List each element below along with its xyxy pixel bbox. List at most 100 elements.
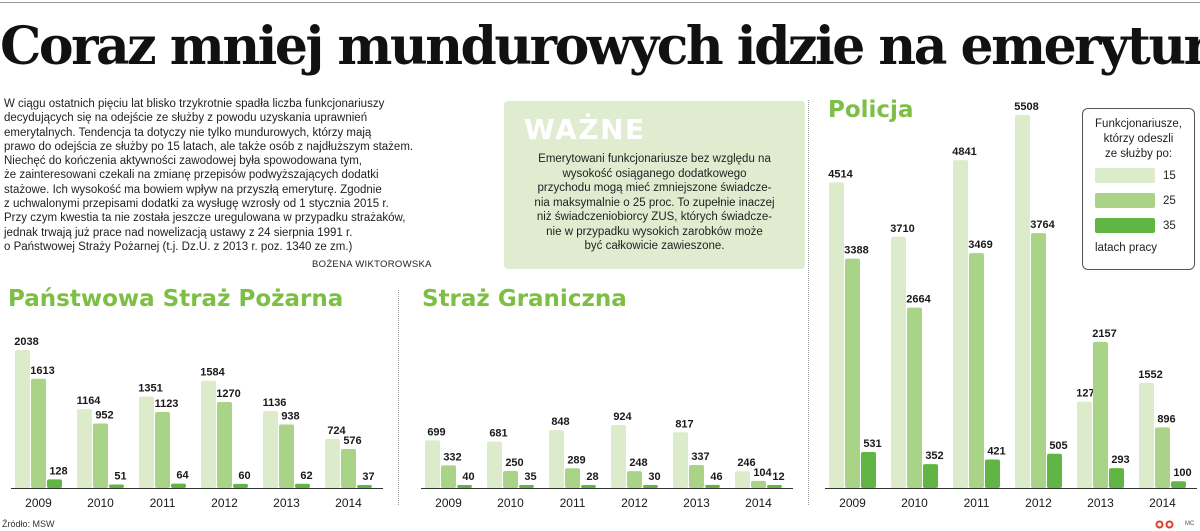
legend-title-line: którzy odeszli (1103, 133, 1174, 145)
bar-35-2012 (233, 483, 248, 488)
credit-initials: MC (1185, 521, 1195, 527)
lead-paragraph: W ciągu ostatnich pięciu lat blisko trzy… (4, 97, 444, 254)
x-tick-label: 2013 (273, 496, 300, 510)
bar-35-2011 (985, 459, 1000, 488)
bar-value-label: 2038 (14, 336, 38, 348)
bar-35-2013 (705, 484, 720, 488)
bar-value-label: 1136 (263, 397, 287, 409)
x-tick-label: 2010 (87, 496, 114, 510)
bar-25-2014 (751, 480, 766, 488)
bar-25-2013 (689, 465, 704, 488)
important-box-line: niż świadczeniobiorcy ZUS, których świad… (536, 211, 773, 223)
bar-35-2009 (457, 485, 472, 488)
x-tick-label: 2012 (621, 496, 648, 510)
bar-35-2013 (1109, 468, 1124, 488)
bar-15-2013 (673, 432, 688, 488)
legend-title-line: ze służby po: (1104, 148, 1173, 160)
bar-25-2009 (845, 258, 860, 488)
bar-35-2014 (767, 485, 782, 488)
bar-value-label: 1270 (216, 388, 240, 400)
bar-value-label: 3388 (844, 245, 868, 257)
bar-25-2012 (627, 471, 642, 488)
bar-value-label: 100 (1173, 467, 1191, 479)
legend-swatch-15 (1095, 168, 1155, 183)
bar-value-label: 938 (281, 410, 299, 422)
important-box-line: przychodu mogą mieć zmniejszone świadcze… (537, 182, 772, 194)
chart-title-sg: Straż Graniczna (422, 286, 627, 312)
bar-value-label: 896 (1157, 413, 1175, 425)
bar-value-label: 62 (300, 470, 312, 482)
source-note: Źródło: MSW (2, 519, 55, 529)
bar-value-label: 3469 (968, 239, 992, 251)
x-tick-label: 2014 (745, 496, 772, 510)
bar-15-2010 (487, 441, 502, 488)
x-tick-label: 2009 (839, 496, 866, 510)
bar-value-label: 3710 (890, 223, 914, 235)
bar-25-2012 (1031, 233, 1046, 488)
bar-value-label: 1351 (138, 383, 162, 395)
bar-35-2010 (923, 464, 938, 488)
x-tick-label: 2009 (435, 496, 462, 510)
bar-value-label: 531 (863, 438, 881, 450)
important-box-line: wysokość osiąganego dodatkowego (562, 167, 747, 180)
bar-15-2014 (735, 471, 750, 488)
bar-value-label: 3764 (1030, 219, 1055, 231)
bar-15-2011 (139, 396, 154, 488)
bar-value-label: 332 (443, 451, 461, 463)
bar-25-2012 (217, 402, 232, 488)
lead-line: prawo do odejścia ze służby po 15 latach… (4, 140, 414, 153)
bar-value-label: 60 (238, 470, 250, 482)
lead-line: emerytalnych. Tendencja ta dotyczy nie t… (4, 126, 372, 139)
bar-value-label: 1613 (30, 365, 54, 377)
bar-value-label: 1552 (1138, 369, 1162, 381)
lead-line: o Państwowej Straży Pożarnej (t.j. Dz.U.… (4, 240, 353, 253)
bar-35-2009 (861, 452, 876, 488)
bar-35-2011 (581, 485, 596, 488)
legend-title: Funkcjonariusze, którzy odeszli ze służb… (1083, 117, 1194, 162)
bar-35-2014 (357, 485, 372, 488)
bar-value-label: 924 (613, 411, 632, 423)
bar-value-label: 64 (176, 470, 189, 482)
bar-value-label: 817 (675, 418, 693, 430)
bar-15-2012 (611, 425, 626, 488)
bar-25-2014 (1155, 427, 1170, 488)
chart-title-policja: Policja (828, 97, 914, 123)
bar-value-label: 352 (925, 450, 943, 462)
bar-value-label: 246 (737, 457, 755, 469)
bar-25-2011 (155, 411, 170, 488)
bar-value-label: 37 (362, 471, 374, 483)
bar-35-2012 (643, 485, 658, 488)
important-box-title: WAŻNE (524, 113, 646, 146)
bar-value-label: 250 (505, 457, 523, 469)
x-tick-label: 2014 (1149, 496, 1176, 510)
bar-value-label: 104 (753, 467, 772, 479)
bar-35-2009 (47, 479, 62, 488)
x-tick-label: 2011 (560, 496, 586, 510)
bar-value-label: 2664 (906, 294, 931, 306)
bar-25-2011 (565, 468, 580, 488)
bar-15-2014 (325, 438, 340, 488)
bar-25-2014 (341, 448, 356, 488)
bar-value-label: 35 (524, 471, 536, 483)
lead-line: stażowe. Ich wysokość ma bowiem wpływ na… (4, 183, 382, 196)
legend-swatch-25 (1095, 193, 1155, 208)
bar-value-label: 51 (114, 471, 126, 483)
bar-25-2010 (907, 307, 922, 488)
headline: Coraz mniej mundurowych idzie na emerytu… (0, 16, 1200, 77)
lead-line: Przy czym kwestia ta nie została jeszcze… (4, 212, 406, 225)
legend-label-35: 35 (1163, 220, 1176, 232)
bar-value-label: 289 (567, 454, 585, 466)
bar-15-2009 (15, 350, 30, 488)
bar-15-2010 (77, 409, 92, 488)
bar-25-2013 (1093, 341, 1108, 488)
bar-15-2014 (1139, 382, 1154, 488)
chart-group-2: 4514 3388 531 2009 3710 2664 352 2010 4841 3469 42… (825, 101, 1197, 510)
bar-value-label: 12 (772, 471, 784, 483)
bar-15-2012 (1015, 115, 1030, 488)
bar-value-label: 46 (710, 471, 722, 483)
bar-value-label: 2157 (1092, 328, 1116, 340)
bar-value-label: 30 (648, 471, 660, 483)
bar-15-2009 (829, 182, 844, 489)
x-tick-label: 2012 (211, 496, 238, 510)
